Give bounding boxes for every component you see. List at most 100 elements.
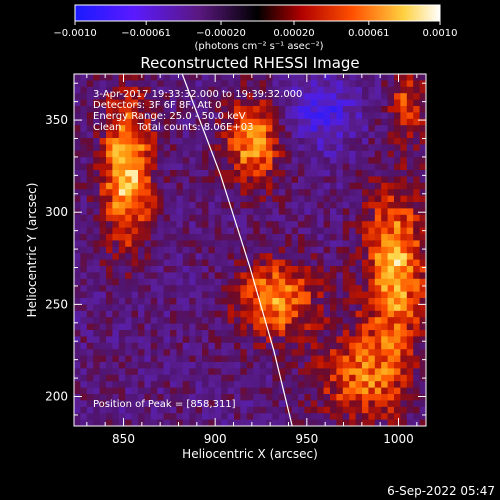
heatmap-cell (317, 285, 324, 292)
heatmap-cell (349, 99, 356, 107)
heatmap-cell (310, 368, 318, 376)
heatmap-cell (246, 182, 254, 190)
heatmap-cell (106, 208, 113, 216)
heatmap-cell (259, 381, 267, 388)
heatmap-cell (208, 74, 216, 81)
heatmap-cell (240, 106, 248, 113)
colorbar-gradient (75, 5, 440, 21)
heatmap-cell (195, 406, 203, 414)
heatmap-cell (342, 310, 350, 318)
heatmap-cell (355, 131, 363, 139)
heatmap-cell (125, 266, 132, 273)
heatmap-cell (355, 266, 363, 273)
heatmap-cell (176, 86, 184, 94)
heatmap-cell (150, 234, 158, 241)
heatmap-cell (368, 93, 376, 100)
heatmap-cell (93, 355, 100, 363)
heatmap-cell (221, 266, 228, 273)
heatmap-cell (157, 406, 164, 414)
heatmap-cell (413, 246, 420, 254)
heatmap-cell (419, 118, 426, 126)
heatmap-cell (419, 342, 426, 350)
heatmap-cell (195, 381, 203, 388)
heatmap-cell (291, 342, 299, 350)
heatmap-cell (355, 176, 363, 184)
heatmap-cell (266, 272, 273, 280)
heatmap-cell (394, 99, 401, 107)
heatmap-cell (355, 234, 363, 241)
heatmap-cell (330, 259, 337, 267)
heatmap-cell (93, 99, 100, 107)
heatmap-cell (355, 336, 363, 344)
heatmap-cell (214, 106, 222, 113)
heatmap-cell (317, 355, 324, 363)
heatmap-cell (291, 227, 299, 235)
heatmap-cell (304, 86, 312, 94)
heatmap-cell (131, 246, 139, 254)
heatmap-cell (176, 163, 184, 171)
heatmap-cell (368, 381, 376, 388)
heatmap-cell (182, 86, 190, 94)
heatmap-cell (131, 259, 139, 267)
heatmap-cell (394, 323, 401, 331)
heatmap-cell (234, 419, 241, 426)
heatmap-cell (195, 246, 203, 254)
heatmap-cell (400, 362, 408, 369)
heatmap-cell (138, 221, 145, 228)
heatmap-cell (112, 202, 120, 209)
heatmap-cell (99, 387, 107, 395)
heatmap-cell (214, 342, 222, 350)
heatmap-cell (336, 278, 344, 286)
heatmap-cell (189, 221, 196, 228)
heatmap-cell (362, 336, 369, 344)
heatmap-cell (259, 387, 267, 395)
heatmap-cell (349, 291, 356, 299)
heatmap-cell (150, 93, 158, 100)
heatmap-cell (214, 406, 222, 414)
heatmap-cell (387, 144, 395, 152)
heatmap-cell (362, 400, 369, 408)
heatmap-cell (240, 227, 248, 235)
heatmap-cell (150, 99, 158, 107)
heatmap-cell (163, 406, 171, 414)
heatmap-cell (163, 291, 171, 299)
heatmap-cell (170, 253, 177, 260)
heatmap-cell (202, 259, 209, 267)
heatmap-cell (170, 400, 177, 408)
heatmap-cell (93, 138, 100, 145)
heatmap-cell (400, 227, 408, 235)
heatmap-cell (387, 330, 395, 337)
x-tick-label: 850 (112, 432, 135, 446)
heatmap-cell (227, 112, 235, 120)
heatmap-cell (368, 362, 376, 369)
heatmap-cell (387, 272, 395, 280)
heatmap-cell (246, 298, 254, 305)
heatmap-cell (144, 131, 152, 139)
heatmap-cell (189, 368, 196, 376)
heatmap-cell (323, 266, 331, 273)
heatmap-cell (227, 387, 235, 395)
heatmap-cell (285, 144, 292, 152)
heatmap-cell (86, 298, 94, 305)
heatmap-cell (86, 240, 94, 248)
heatmap-cell (202, 374, 209, 382)
heatmap-cell (163, 374, 171, 382)
heatmap-cell (227, 240, 235, 248)
heatmap-cell (208, 170, 216, 177)
colorbar-tick-label: −0.00020 (196, 28, 246, 39)
heatmap-cell (157, 387, 164, 395)
heatmap-cell (362, 368, 369, 376)
heatmap-cell (400, 342, 408, 350)
heatmap-cell (259, 246, 267, 254)
heatmap-cell (266, 381, 273, 388)
heatmap-cell (381, 323, 388, 331)
heatmap-cell (118, 394, 126, 401)
heatmap-cell (259, 131, 267, 139)
heatmap-cell (118, 106, 126, 113)
heatmap-cell (413, 259, 420, 267)
heatmap-cell (170, 381, 177, 388)
heatmap-cell (266, 144, 273, 152)
heatmap-cell (214, 240, 222, 248)
heatmap-cell (99, 355, 107, 363)
heatmap-cell (144, 195, 152, 203)
